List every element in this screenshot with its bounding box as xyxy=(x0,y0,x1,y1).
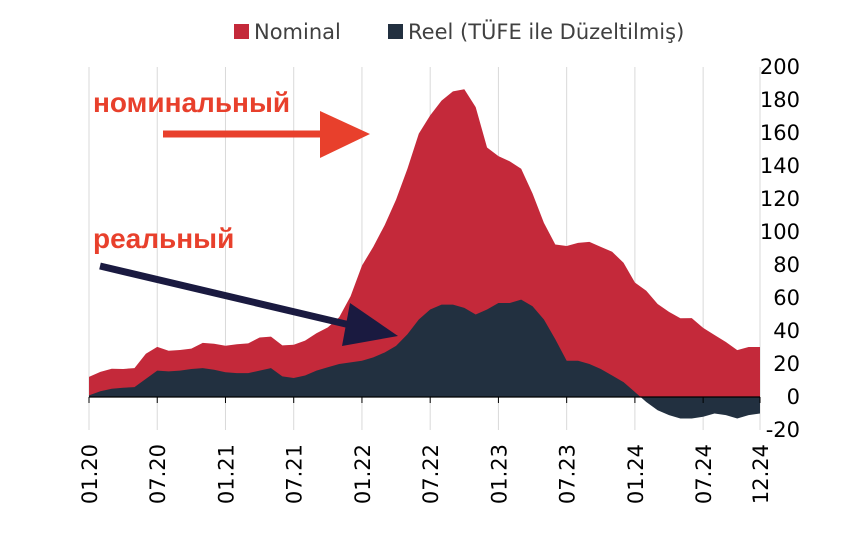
annotation-nominal-arrow-head xyxy=(320,111,370,158)
x-tick-label-6: 01.23 xyxy=(487,444,511,504)
y-tick-label-2: 20 xyxy=(773,352,800,376)
x-tick-label-4: 01.22 xyxy=(351,444,375,504)
y-tick-label-7: 120 xyxy=(760,187,800,211)
y-tick-label-9: 160 xyxy=(760,121,800,145)
legend-label-0: Nominal xyxy=(254,20,341,44)
area-series-0 xyxy=(89,89,760,397)
y-tick-label-0: -20 xyxy=(766,418,800,442)
x-tick-label-2: 01.21 xyxy=(214,444,238,504)
y-tick-label-11: 200 xyxy=(760,55,800,79)
annotation-real-arrow-shaft xyxy=(99,262,351,329)
y-tick-label-1: 0 xyxy=(787,385,800,409)
y-tick-label-10: 180 xyxy=(760,88,800,112)
y-tick-label-6: 100 xyxy=(760,220,800,244)
x-tick-label-7: 07.23 xyxy=(556,444,580,504)
plot-areas xyxy=(89,89,760,419)
legend-label-1: Reel (TÜFE ile Düzeltilmiş) xyxy=(408,19,684,44)
x-tick-label-1: 07.20 xyxy=(146,444,170,504)
x-tick-label-5: 07.22 xyxy=(419,444,443,504)
area-series-1 xyxy=(89,299,760,419)
y-tick-label-5: 80 xyxy=(773,253,800,277)
x-tick-label-3: 07.21 xyxy=(283,444,307,504)
annotation-real-label: реальный xyxy=(93,223,234,254)
legend: Nominal Reel (TÜFE ile Düzeltilmiş) xyxy=(234,19,684,44)
legend-swatch-0 xyxy=(234,24,249,39)
y-tick-labels: -20 0 20 40 60 80 100 120 140 160 180 200 xyxy=(760,55,800,442)
legend-swatch-1 xyxy=(388,24,403,39)
y-tick-label-4: 60 xyxy=(773,286,800,310)
annotations: номинальный реальный xyxy=(93,87,398,346)
x-tick-label-10: 12.24 xyxy=(749,444,773,504)
x-tick-label-0: 01.20 xyxy=(78,444,102,504)
y-tick-label-8: 140 xyxy=(760,154,800,178)
annotation-nominal-label: номинальный xyxy=(93,87,290,118)
x-tick-label-9: 07.24 xyxy=(692,444,716,504)
axes xyxy=(88,396,761,403)
annotation-real-arrow-head xyxy=(342,303,398,346)
x-tick-labels: 01.20 07.20 01.21 07.21 01.22 07.22 01.23 07.23… xyxy=(78,444,773,504)
x-tick-label-8: 01.24 xyxy=(624,444,648,504)
y-tick-label-3: 40 xyxy=(773,319,800,343)
